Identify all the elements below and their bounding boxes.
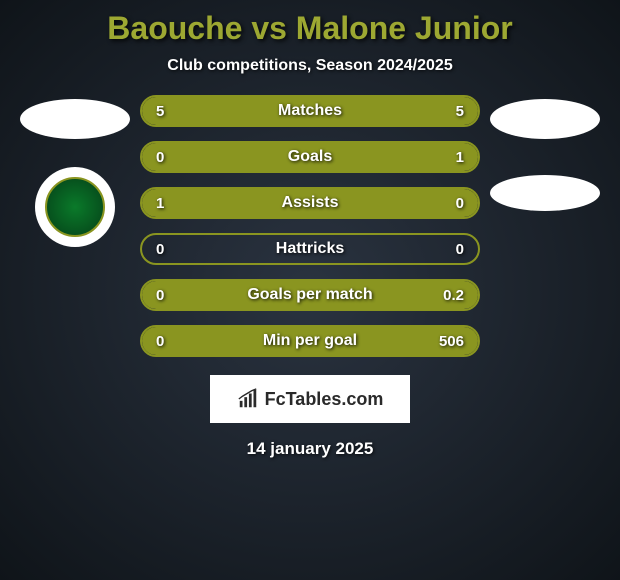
stat-row-goals-per-match: 0 Goals per match 0.2 xyxy=(140,279,480,311)
stat-fill-left xyxy=(142,143,209,171)
stat-row-hattricks: 0 Hattricks 0 xyxy=(140,233,480,265)
club-logo-right xyxy=(490,175,600,211)
comparison-card: Baouche vs Malone Junior Club competitio… xyxy=(8,8,612,459)
date-text: 14 january 2025 xyxy=(247,439,374,459)
stat-right-value: 0 xyxy=(456,241,464,258)
stat-label: Matches xyxy=(278,102,342,120)
stat-row-matches: 5 Matches 5 xyxy=(140,95,480,127)
stat-left-value: 0 xyxy=(156,241,164,258)
stat-left-value: 0 xyxy=(156,333,164,350)
stat-right-value: 506 xyxy=(439,333,464,350)
player-photo-right xyxy=(490,99,600,139)
stat-left-value: 5 xyxy=(156,103,164,120)
stat-right-value: 5 xyxy=(456,103,464,120)
left-side-column xyxy=(20,95,130,247)
stat-right-value: 0 xyxy=(456,195,464,212)
stat-label: Goals per match xyxy=(247,286,372,304)
stat-row-assists: 1 Assists 0 xyxy=(140,187,480,219)
stat-row-goals: 0 Goals 1 xyxy=(140,141,480,173)
stat-label: Goals xyxy=(288,148,332,166)
stat-label: Min per goal xyxy=(263,332,357,350)
stat-left-value: 0 xyxy=(156,287,164,304)
stat-fill-right xyxy=(411,189,478,217)
chart-icon xyxy=(237,388,259,410)
brand-text: FcTables.com xyxy=(265,389,384,410)
subtitle: Club competitions, Season 2024/2025 xyxy=(167,57,452,75)
right-side-column xyxy=(490,95,600,211)
stat-left-value: 1 xyxy=(156,195,164,212)
club-logo-left xyxy=(35,167,115,247)
stats-column: 5 Matches 5 0 Goals 1 1 Assists 0 0 Hat xyxy=(140,95,480,357)
stat-fill-left xyxy=(142,189,411,217)
stat-fill-right xyxy=(209,143,478,171)
brand-box[interactable]: FcTables.com xyxy=(210,375,410,423)
player-photo-left xyxy=(20,99,130,139)
stat-row-min-per-goal: 0 Min per goal 506 xyxy=(140,325,480,357)
stat-right-value: 0.2 xyxy=(443,287,464,304)
stat-label: Hattricks xyxy=(276,240,344,258)
page-title: Baouche vs Malone Junior xyxy=(107,10,512,47)
main-content: 5 Matches 5 0 Goals 1 1 Assists 0 0 Hat xyxy=(8,95,612,357)
stat-left-value: 0 xyxy=(156,149,164,166)
stat-label: Assists xyxy=(282,194,339,212)
club-logo-left-inner xyxy=(45,177,105,237)
stat-right-value: 1 xyxy=(456,149,464,166)
